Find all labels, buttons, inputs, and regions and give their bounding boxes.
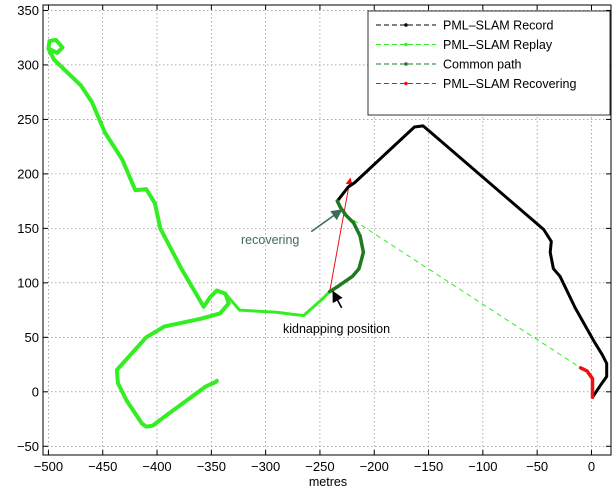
- annotations: recovering kidnapping position: [241, 209, 390, 336]
- y-tick-label: 350: [17, 3, 39, 18]
- x-tick-label: 0: [588, 459, 595, 474]
- x-tick-label: −400: [142, 459, 171, 474]
- axis-ticks: −500 −450 −400 −350 −300 −250 −200 −150 −100 −50 0…: [17, 3, 611, 474]
- x-tick-label: −150: [414, 459, 443, 474]
- pml-slam-replay-series: [46, 37, 231, 429]
- x-tick-label: −50: [526, 459, 548, 474]
- replay-jump-connector: [345, 214, 581, 369]
- x-tick-label: −500: [34, 459, 63, 474]
- recovering-arrow: [310, 209, 343, 233]
- x-tick-label: −200: [360, 459, 389, 474]
- x-tick-label: −250: [305, 459, 334, 474]
- recovering-annotation: recovering: [241, 233, 299, 247]
- y-tick-label: 0: [32, 384, 39, 399]
- x-tick-label: −100: [468, 459, 497, 474]
- legend-label: Common path: [443, 58, 522, 72]
- series-layer: [46, 37, 609, 429]
- y-tick-label: 300: [17, 57, 39, 72]
- kidnapping-annotation: kidnapping position: [283, 322, 390, 336]
- plot-frame: [42, 4, 612, 456]
- legend-label: PML–SLAM Record: [443, 19, 554, 33]
- kidnapping-arrow: [332, 290, 343, 309]
- legend: PML–SLAM Record PML–SLAM Replay Common pat…: [367, 10, 611, 116]
- x-axis-label: metres: [309, 475, 347, 489]
- y-tick-label: 200: [17, 166, 39, 181]
- y-tick-label: 100: [17, 275, 39, 290]
- x-tick-label: −450: [88, 459, 117, 474]
- grid: [43, 5, 611, 455]
- y-tick-label: −50: [17, 439, 39, 454]
- legend-label: PML–SLAM Recovering: [443, 77, 576, 91]
- y-tick-label: 50: [25, 330, 39, 345]
- x-tick-label: −350: [197, 459, 226, 474]
- legend-marker: [404, 23, 408, 27]
- pml-slam-record-series: [335, 124, 609, 399]
- pml-slam-replay-series: [224, 290, 332, 317]
- x-tick-label: −300: [251, 459, 280, 474]
- legend-marker: [404, 62, 408, 66]
- y-tick-label: 150: [17, 221, 39, 236]
- pml-slam-recovering-series: [578, 366, 595, 400]
- legend-marker: [404, 42, 408, 47]
- common-path-series: [327, 199, 366, 294]
- y-tick-label: 250: [17, 112, 39, 127]
- legend-label: PML–SLAM Replay: [443, 38, 553, 52]
- legend-box: [367, 10, 611, 116]
- legend-marker: [404, 81, 408, 86]
- recovery-arrow: [329, 177, 353, 292]
